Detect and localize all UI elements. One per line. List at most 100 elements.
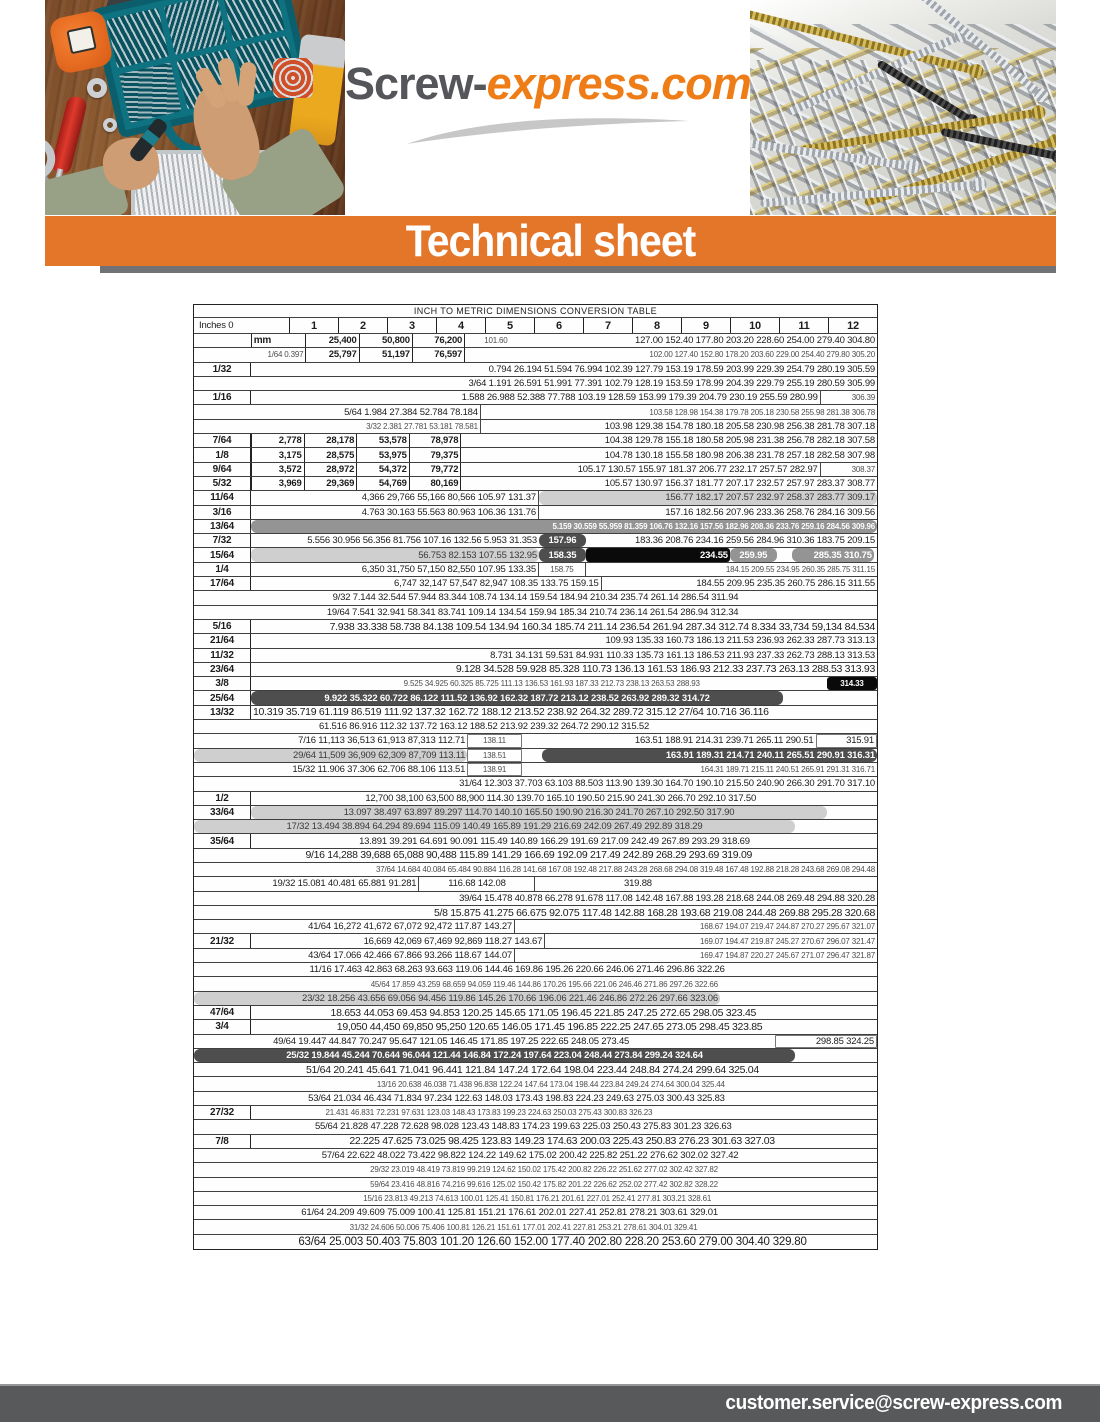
table-title: INCH TO METRIC DIMENSIONS CONVERSION TAB… [194,305,877,318]
row-label: 5/32 [194,476,251,491]
row-label: 9/64 [194,462,251,476]
table-row: 1/4 6,350 31,750 57,150 82,550 107.95 133… [194,562,877,578]
table-header-label: Inches 0 [199,320,234,331]
case-compartment [106,7,170,69]
table-spacer [522,749,542,762]
table-spacer [727,1092,877,1105]
table-row: 25/32 19.844 45.244 70.644 96.044 121.44… [194,1048,877,1064]
table-spacer [795,820,877,833]
table-row: 3/32 2.381 27.781 53.181 78.581 103.98 12… [194,419,877,435]
table-spacer [740,877,877,890]
table-cell: 78,978 [408,434,462,448]
table-cell: 4.763 30.163 55.563 80.963 106.36 131.76 [251,505,539,519]
table-column-header: 11 [779,318,828,333]
table-cell: 9/16 14,288 39,688 65,088 90,488 115.89 … [305,849,753,862]
row-label: 7/64 [194,434,251,448]
table-row: 21/32 16,669 42,069 67,469 92,869 118.27 … [194,934,877,949]
table-spacer [194,720,317,733]
table-row: 43/64 17.066 42.466 67.866 93.266 118.67… [194,948,877,964]
table-cell: 15/32 11.906 37.306 62.706 88.106 113.51 [292,764,466,776]
case-compartment [164,0,228,56]
table-cell: 53,578 [356,434,409,448]
table-cell: 2,778 [251,434,304,448]
table-cell: 7.938 33.338 58.738 84.138 109.54 134.94… [329,620,876,633]
table-cell: 76,597 [411,348,466,362]
table-row: 37/64 14.684 40.084 65.484 90.884 116.28… [194,863,877,878]
table-row: 35/64 13.891 39.291 64.691 90.091 115.49 … [194,834,877,849]
table-row: 13/64 5.159 30.559 55.959 81.359 106.76 1… [194,519,877,535]
table-cell: 29,369 [303,476,357,491]
row-label: 1/2 [194,791,251,805]
table-cell: 104.38 129.78 155.18 180.58 205.98 231.3… [604,435,875,447]
table-cell: 0.794 26.194 51.594 76.994 102.39 127.79… [488,363,876,375]
table-row: 47/64 18.653 44.053 69.453 94.853 120.25 … [194,1005,877,1021]
table-cell: 53/64 21.034 46.434 71.834 97.234 122.63… [308,1092,725,1104]
table-row: 57/64 22.622 48.022 73.422 98.822 124.22… [194,1149,877,1164]
table-cell: 298.85 324.25 [774,1034,877,1048]
table-row: 7/32 5.556 30.956 56.356 81.756 107.16 13… [194,534,877,549]
table-cell: 9.525 34.925 60.325 85.725 111.13 136.53… [403,679,700,689]
table-cell: 39/64 15.478 40.878 66.278 91.678 117.08… [459,892,875,904]
table-cell: 104.78 130.18 155.58 180.98 206.38 231.7… [604,449,875,461]
table-cell: 31/32 24.606 50.006 75.406 100.81 126.21… [349,1222,698,1232]
table-cell: 306.39 [851,393,875,403]
table-cell: mm [250,334,306,348]
table-cell: 4,366 29,766 55,166 80,566 105.97 131.37 [251,491,539,505]
table-cell: 3,175 [251,448,304,462]
table-cell: 25,797 [305,348,358,362]
case-compartment [118,62,183,123]
table-cell: 13.891 39.291 64.691 90.091 115.49 140.8… [359,835,750,847]
table-row: 61/64 24.209 49.609 75.009 100.41 125.81… [194,1206,877,1221]
table-cell: 31/64 12.303 37.703 63.103 88.503 113.90… [459,778,875,790]
row-label: 11/32 [194,648,251,662]
table-cell: 169.07 194.47 219.87 245.27 270.67 296.0… [699,936,875,946]
table-cell: 9.128 34.528 59.928 85.328 110.73 136.13… [455,663,875,676]
table-spacer [740,591,877,604]
table-spacer [740,1149,877,1162]
table-cell: 6,350 31,750 57,150 82,550 107.95 133.35 [251,562,539,577]
table-spacer [734,1120,877,1133]
table-cell: 28,178 [303,434,357,448]
table-spacer [727,1106,877,1119]
table-row: 39/64 15.478 40.878 66.278 91.678 117.08… [194,892,877,906]
table-row: 5/64 1.984 27.384 52.784 78.184 103.58 12… [194,405,877,420]
table-cell: 9/32 7.144 32.544 57.944 83.344 108.74 1… [332,592,739,604]
table-row: 3/8 9.525 34.925 60.325 85.725 111.13 136… [194,677,877,692]
workbench-photo [45,0,345,215]
table-cell: 184.55 209.95 235.35 260.75 286.15 311.5… [696,578,875,590]
table-spacer [194,334,251,347]
banner-title: Technical sheet [405,215,697,266]
table-cell: 5.556 30.956 56.356 81.756 107.16 132.56… [307,535,537,547]
row-label: 27/32 [194,1106,251,1120]
table-cell: 28,575 [303,448,357,462]
table-cell: 168.67 194.07 219.47 244.87 270.27 295.6… [699,922,875,932]
table-row: 13/32 10.319 35.719 61.119 86.519 111.92 … [194,705,877,721]
nut-container [273,58,313,98]
table-cell: 56.753 82.153 107.55 132.95 [251,548,539,562]
row-label: 3/4 [194,1020,251,1034]
row-label: 11/64 [194,491,251,505]
table-cell: 156.77 182.17 207.57 232.97 258.37 283.7… [538,491,877,505]
row-label: 5/16 [194,619,251,634]
row-label: 1/8 [194,448,251,462]
table-row: 27/32 21.431 46.831 72.231 97.631 123.03 … [194,1106,877,1121]
row-label: 23/64 [194,662,251,677]
banner: Technical sheet [45,216,1056,266]
table-cell: 3/32 2.381 27.781 53.181 78.581 [194,419,481,434]
table-cell: 49/64 19.447 44.847 70.247 95.647 121.05… [273,1035,630,1047]
table-cell: 43/64 17.066 42.466 67.866 93.266 118.67… [194,948,515,963]
table-cell: 79,375 [408,448,462,462]
row-label: 7/8 [194,1134,251,1148]
row-label: 25/64 [194,691,251,705]
table-row: 7/16 11,113 36,513 61,913 87,313 112.71 1… [194,734,877,749]
table-row: 45/64 17.859 43.259 68.659 94.059 119.46… [194,977,877,992]
row-label: 1/32 [194,362,251,376]
table-row: 11/64 4,366 29,766 55,166 80,566 105.97 1… [194,491,877,506]
row-label: 33/64 [194,805,251,820]
table-cell: 234.55 [585,548,730,562]
table-spacer [720,1178,877,1191]
table-row: 49/64 19.447 44.847 70.247 95.647 121.05… [194,1034,877,1049]
table-cell: 138.11 [467,734,522,748]
table-cell: 163.51 188.91 214.31 239.71 265.11 290.5… [634,735,814,747]
table-spacer [783,691,877,704]
